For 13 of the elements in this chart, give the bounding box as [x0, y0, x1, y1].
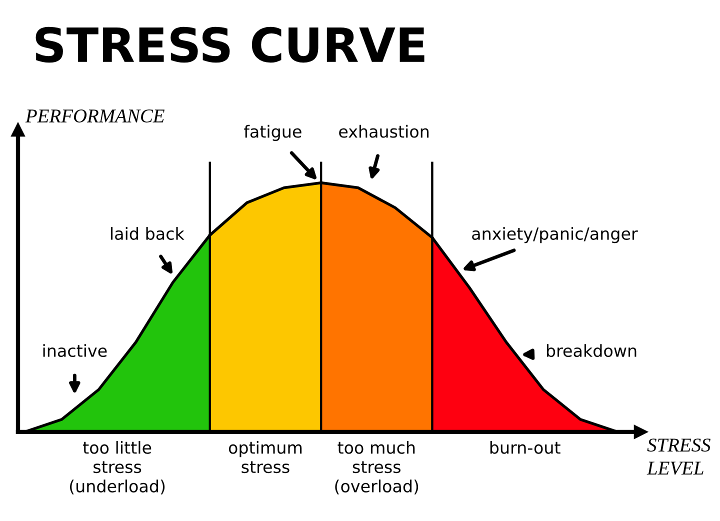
- annotation: inactive: [43, 344, 107, 358]
- chart-title: STRESS CURVE: [36, 26, 424, 63]
- text: exhaustion: [339, 124, 429, 138]
- text: too little stress (underload): [70, 440, 165, 494]
- annotation: anxiety/panic/anger: [472, 227, 638, 244]
- text: burn-out: [490, 440, 560, 454]
- annotation: breakdown: [546, 344, 636, 358]
- annotation: laid back: [111, 227, 184, 240]
- text: fatigue: [244, 124, 302, 142]
- text: optimum stress: [228, 440, 302, 474]
- y-axis-title: PERFORMANCE: [25, 109, 164, 123]
- text: too much stress (overload): [335, 440, 418, 494]
- x-axis-title: STRESS LEVEL: [646, 438, 710, 475]
